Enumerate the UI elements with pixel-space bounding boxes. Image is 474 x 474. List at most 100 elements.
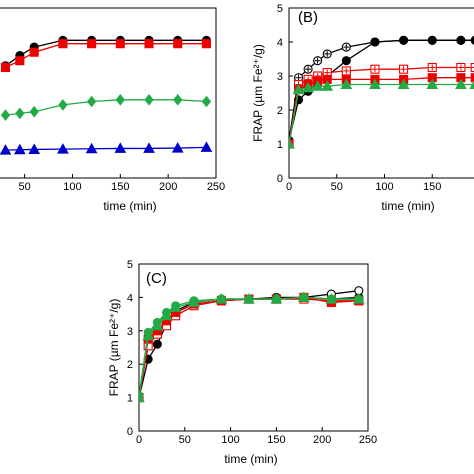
data-point — [298, 291, 310, 302]
data-point — [139, 391, 145, 403]
data-point — [369, 78, 381, 89]
data-point — [0, 144, 12, 155]
y-tick-label: 1 — [277, 139, 283, 151]
y-axis-label: FRAP (µm Fe²⁺/g) — [107, 299, 121, 397]
data-point — [143, 142, 155, 153]
data-point — [86, 95, 97, 108]
y-axis-label: FRAP (µm Fe²⁺/g) — [251, 44, 265, 142]
data-point — [151, 319, 164, 331]
data-point — [341, 56, 351, 66]
x-tick-label: 150 — [267, 434, 285, 446]
data-point — [456, 35, 466, 45]
data-point — [173, 39, 183, 49]
panel-b: (B) 0 50 100 150 0 1 2 3 4 5 time (min) FRAP (µm Fe… — [251, 3, 474, 213]
x-axis-label: time (min) — [103, 199, 156, 213]
data-point — [144, 93, 154, 106]
data-point — [469, 80, 474, 89]
data-point — [0, 62, 11, 73]
panel-a: 50 100 150 200 250 time (min) — [0, 7, 225, 213]
data-point — [169, 301, 182, 312]
x-tick-label: 250 — [207, 181, 225, 193]
plot-frame — [138, 263, 369, 432]
data-point — [15, 56, 25, 66]
data-point — [29, 47, 39, 57]
x-tick-label: 50 — [179, 434, 191, 446]
series-layer — [139, 286, 365, 403]
y-tick-label: 3 — [277, 71, 283, 83]
x-tick-label: 100 — [221, 434, 239, 446]
y-tick-label: 5 — [277, 3, 283, 15]
data-point — [426, 78, 439, 89]
series-layer — [0, 35, 213, 155]
y-tick-label: 3 — [127, 326, 133, 338]
y-tick-label: 1 — [127, 393, 133, 405]
x-tick-label: 150 — [423, 181, 441, 193]
y-tick-label: 0 — [277, 173, 283, 185]
x-axis-label: time (min) — [381, 199, 434, 213]
data-point — [87, 39, 97, 49]
data-point — [270, 293, 283, 304]
plot-frame — [0, 7, 217, 179]
data-point — [397, 78, 410, 89]
plot-frame — [288, 7, 474, 179]
x-tick-label: 100 — [375, 181, 393, 193]
x-tick-label: 0 — [136, 434, 142, 446]
data-point — [201, 39, 211, 49]
data-point — [13, 143, 26, 155]
panel-c-label: (C) — [146, 270, 167, 287]
data-point — [370, 37, 380, 47]
data-point — [160, 309, 173, 321]
data-point — [171, 142, 184, 153]
data-point — [85, 142, 98, 154]
data-point — [15, 107, 25, 120]
data-point — [352, 293, 365, 304]
data-point — [142, 329, 155, 341]
x-tick-label: 200 — [313, 434, 331, 446]
data-point — [58, 99, 68, 111]
panel-c: (C) 0 50 100 150 200 250 0 1 2 3 4 5 time (min) FRAP … — [107, 259, 377, 466]
data-point — [173, 93, 183, 106]
data-point — [0, 109, 11, 121]
x-axis-label: time (min) — [224, 452, 277, 466]
panel-b-label: (B) — [298, 9, 318, 26]
data-point — [114, 142, 127, 153]
x-tick-label: 0 — [286, 181, 292, 193]
data-point — [289, 137, 295, 149]
x-tick-label: 200 — [159, 181, 177, 193]
data-point — [325, 293, 338, 304]
y-tick-label: 0 — [127, 426, 133, 438]
data-point — [321, 80, 334, 91]
data-point — [243, 293, 255, 304]
data-point — [200, 141, 213, 152]
data-point — [470, 35, 474, 45]
y-tick-label: 2 — [277, 105, 283, 117]
data-point — [340, 78, 353, 89]
data-point — [201, 95, 212, 108]
data-point — [115, 39, 125, 49]
data-point — [115, 93, 125, 106]
y-tick-label: 5 — [127, 259, 133, 271]
data-point — [58, 39, 68, 49]
data-point — [29, 105, 39, 118]
data-point — [188, 296, 200, 307]
data-point — [28, 143, 41, 154]
x-tick-label: 250 — [359, 434, 377, 446]
data-point — [470, 73, 474, 83]
data-point — [302, 81, 314, 93]
x-tick-label: 100 — [63, 181, 81, 193]
series-line — [289, 83, 474, 145]
data-point — [292, 83, 305, 95]
y-tick-label: 4 — [277, 37, 283, 49]
x-tick-label: 150 — [111, 181, 129, 193]
data-point — [399, 35, 409, 45]
data-point — [455, 78, 467, 89]
data-point — [57, 143, 69, 154]
data-point — [215, 293, 228, 304]
data-point — [427, 35, 437, 45]
data-point — [152, 339, 162, 349]
y-tick-label: 4 — [127, 292, 133, 304]
x-tick-label: 50 — [18, 181, 30, 193]
y-tick-label: 2 — [127, 359, 133, 371]
data-point — [311, 80, 324, 91]
